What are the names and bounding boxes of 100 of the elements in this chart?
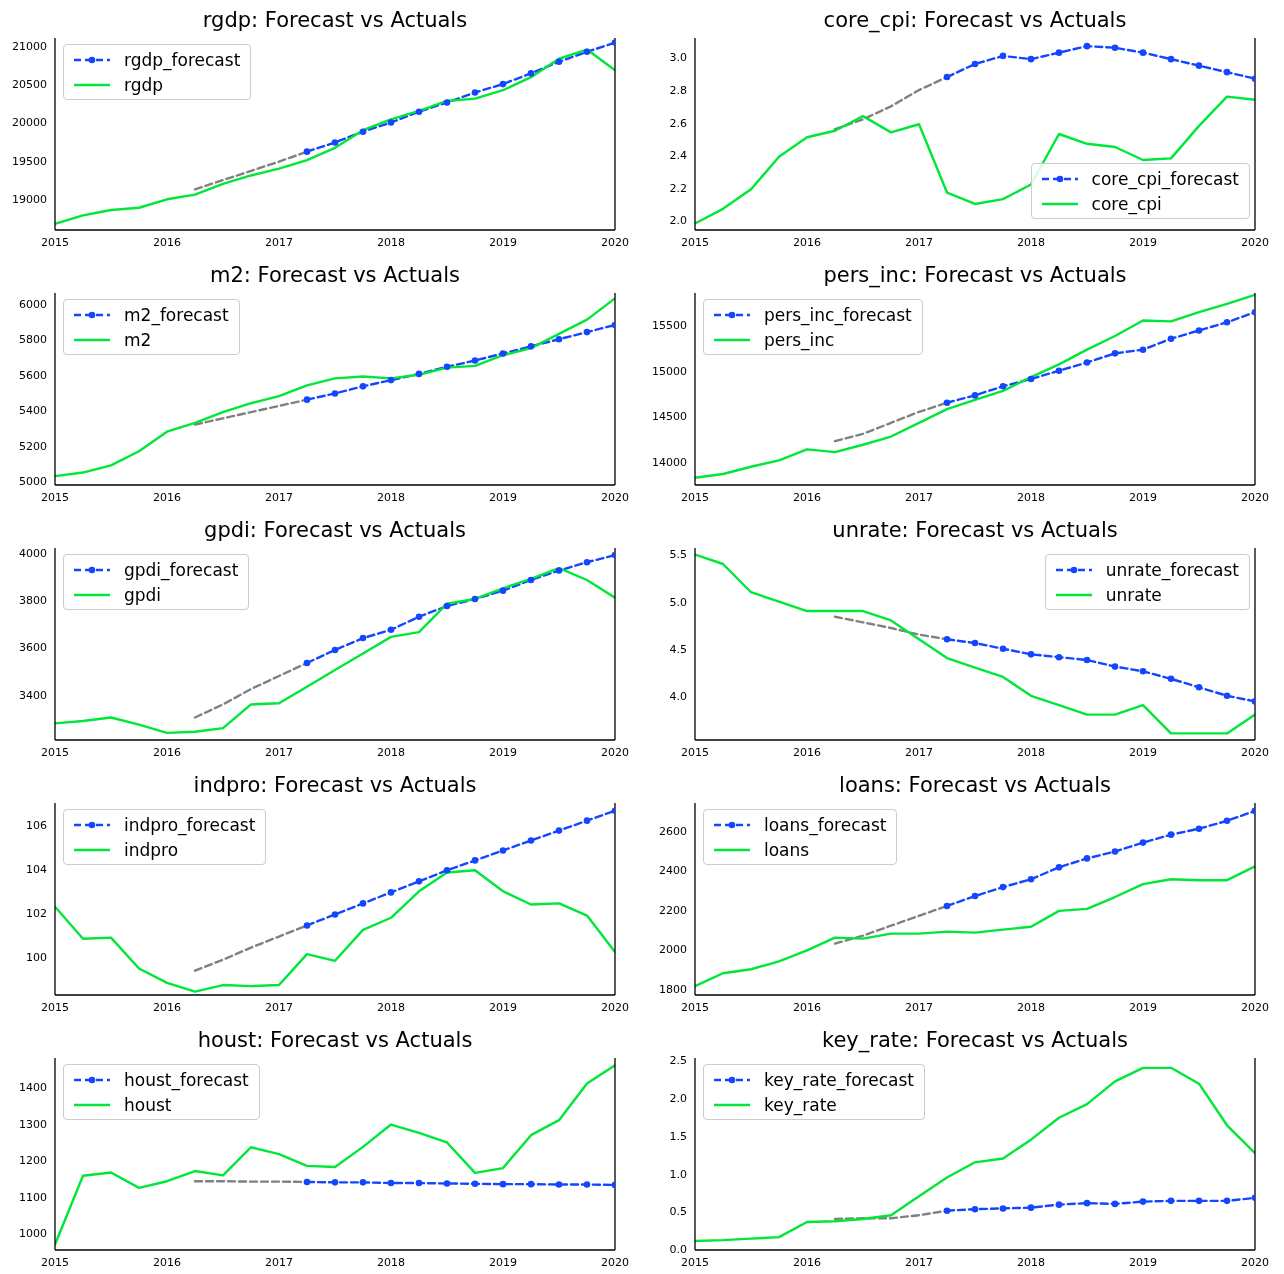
y-tick-label: 2.4 [669,149,687,163]
y-tick-label: 2.6 [669,116,687,130]
y-tick-label: 1100 [19,1190,47,1204]
x-tick-label: 2015 [41,1255,69,1269]
y-tick-label: 3600 [19,641,47,655]
y-tick-label: 0.5 [669,1205,687,1219]
point [555,827,563,834]
point [471,595,479,603]
x-tick-label: 2017 [905,1255,933,1269]
point [999,382,1007,390]
line-series [695,865,1255,988]
point [527,837,535,844]
x-tick-label: 2020 [601,1000,629,1014]
y-tick-label: 5.5 [669,548,687,562]
y-tick-label: 15500 [652,318,687,332]
point [331,646,339,654]
point [971,60,979,68]
point [1139,667,1147,675]
chart-title: key_rate: Forecast vs Actuals [821,1027,1129,1052]
point [583,558,591,566]
x-tick-label: 2018 [377,1000,405,1014]
y-tick-label: 3400 [19,688,47,702]
x-tick-label: 2018 [377,1255,405,1269]
y-tick-label: 14000 [652,456,687,470]
legend-label: pers_inc [764,329,835,350]
point [471,89,479,96]
x-tick-label: 2016 [153,490,181,504]
legend-label: key_rate [764,1094,837,1115]
y-tick-label: 2000 [659,943,687,957]
point [303,396,311,403]
point [415,370,423,378]
y-tick-label: 21000 [12,39,47,53]
point [943,1207,951,1214]
x-tick-label: 2017 [905,745,933,759]
point [443,602,451,610]
x-tick-label: 2016 [793,1000,821,1014]
point [359,634,367,642]
legend-label: gpdi [124,584,162,605]
point [527,576,535,584]
point [943,635,951,643]
x-tick-label: 2018 [1017,1255,1045,1269]
legend-label: unrate [1105,584,1162,605]
point [331,911,339,918]
point [1083,855,1091,862]
point [1055,49,1063,56]
x-tick-label: 2020 [601,235,629,249]
x-tick-label: 2020 [601,745,629,759]
point [415,108,423,116]
point [1195,825,1203,833]
legend-label: houst [124,1094,172,1115]
y-tick-label: 2.2 [669,181,687,195]
point [971,392,979,399]
x-tick-label: 2018 [377,490,405,504]
x-tick-label: 2017 [265,745,293,759]
point [1167,831,1175,838]
x-tick-label: 2016 [153,235,181,249]
x-tick-label: 2019 [489,1255,517,1269]
point [387,119,395,126]
legend-label: core_cpi_forecast [1091,168,1239,189]
y-tick-label: 2200 [659,903,687,917]
line-series [695,293,1255,479]
x-tick-label: 2020 [601,490,629,504]
legend-label: loans [764,839,810,860]
point [1027,875,1035,883]
line-series [55,1064,615,1246]
point [555,567,563,574]
point [1167,675,1175,683]
x-tick-label: 2019 [1129,490,1157,504]
point [471,357,479,364]
point [1195,62,1203,69]
point [1111,1200,1119,1208]
point [971,639,979,647]
point [1195,683,1203,691]
y-tick-label: 1.5 [669,1129,687,1143]
point [943,902,951,910]
point [443,867,451,874]
y-tick-label: 0.0 [669,1243,687,1257]
point [499,847,507,854]
point [443,363,451,371]
point [331,139,339,146]
y-tick-label: 15000 [652,364,687,378]
point [1195,1197,1203,1205]
point [1167,335,1175,343]
x-tick-label: 2018 [1017,745,1045,759]
y-tick-label: 5800 [19,333,47,347]
point [359,128,367,135]
x-tick-label: 2015 [41,490,69,504]
y-tick-label: 4.0 [669,689,687,703]
point [583,328,591,336]
y-tick-label: 5400 [19,404,47,418]
x-tick-label: 2019 [489,1000,517,1014]
point [999,883,1007,891]
point [359,383,367,390]
point [583,48,591,56]
point [1111,663,1119,670]
y-tick-label: 100 [26,951,47,965]
point [999,52,1007,60]
y-tick-label: 4000 [19,546,47,560]
point [971,892,979,900]
x-tick-label: 2018 [1017,1000,1045,1014]
